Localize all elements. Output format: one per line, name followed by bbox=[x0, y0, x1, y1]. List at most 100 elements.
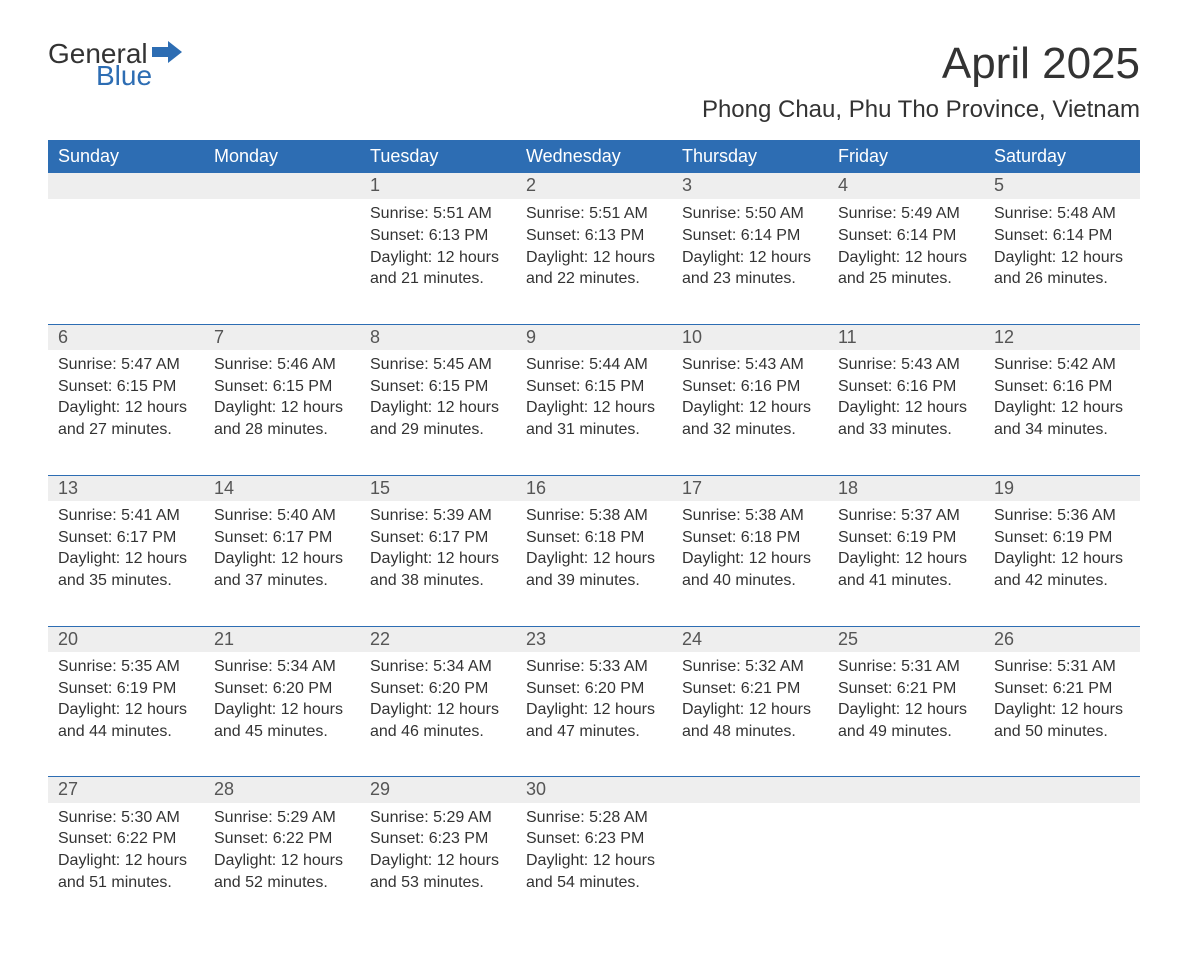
daylight-text: Daylight: 12 hours and 45 minutes. bbox=[214, 699, 350, 742]
day-number-row: 6789101112 bbox=[48, 324, 1140, 350]
sunrise-text: Sunrise: 5:43 AM bbox=[838, 354, 974, 376]
day-cell: Sunrise: 5:33 AMSunset: 6:20 PMDaylight:… bbox=[516, 652, 672, 777]
sunrise-text: Sunrise: 5:34 AM bbox=[214, 656, 350, 678]
sunrise-text: Sunrise: 5:51 AM bbox=[370, 203, 506, 225]
day-number: 15 bbox=[360, 475, 516, 501]
day-cell: Sunrise: 5:31 AMSunset: 6:21 PMDaylight:… bbox=[984, 652, 1140, 777]
weekday-header: Tuesday bbox=[360, 140, 516, 173]
sunset-text: Sunset: 6:15 PM bbox=[526, 376, 662, 398]
day-cell: Sunrise: 5:38 AMSunset: 6:18 PMDaylight:… bbox=[516, 501, 672, 626]
day-cell: Sunrise: 5:43 AMSunset: 6:16 PMDaylight:… bbox=[672, 350, 828, 475]
sunrise-text: Sunrise: 5:31 AM bbox=[838, 656, 974, 678]
day-cell bbox=[48, 199, 204, 324]
sunrise-text: Sunrise: 5:36 AM bbox=[994, 505, 1130, 527]
day-number: 29 bbox=[360, 777, 516, 803]
day-cell: Sunrise: 5:39 AMSunset: 6:17 PMDaylight:… bbox=[360, 501, 516, 626]
day-content-row: Sunrise: 5:41 AMSunset: 6:17 PMDaylight:… bbox=[48, 501, 1140, 626]
daylight-text: Daylight: 12 hours and 48 minutes. bbox=[682, 699, 818, 742]
day-cell: Sunrise: 5:43 AMSunset: 6:16 PMDaylight:… bbox=[828, 350, 984, 475]
sunset-text: Sunset: 6:13 PM bbox=[370, 225, 506, 247]
page-header: General Blue April 2025 Phong Chau, Phu … bbox=[48, 40, 1140, 124]
day-number bbox=[828, 777, 984, 803]
sunset-text: Sunset: 6:22 PM bbox=[214, 828, 350, 850]
daylight-text: Daylight: 12 hours and 49 minutes. bbox=[838, 699, 974, 742]
sunset-text: Sunset: 6:17 PM bbox=[58, 527, 194, 549]
daylight-text: Daylight: 12 hours and 54 minutes. bbox=[526, 850, 662, 893]
sunset-text: Sunset: 6:21 PM bbox=[994, 678, 1130, 700]
day-number: 3 bbox=[672, 173, 828, 199]
day-number: 12 bbox=[984, 324, 1140, 350]
location-text: Phong Chau, Phu Tho Province, Vietnam bbox=[702, 96, 1140, 124]
sunset-text: Sunset: 6:16 PM bbox=[838, 376, 974, 398]
day-cell: Sunrise: 5:44 AMSunset: 6:15 PMDaylight:… bbox=[516, 350, 672, 475]
day-cell: Sunrise: 5:34 AMSunset: 6:20 PMDaylight:… bbox=[360, 652, 516, 777]
sunrise-text: Sunrise: 5:39 AM bbox=[370, 505, 506, 527]
daylight-text: Daylight: 12 hours and 40 minutes. bbox=[682, 548, 818, 591]
day-number: 28 bbox=[204, 777, 360, 803]
day-cell: Sunrise: 5:34 AMSunset: 6:20 PMDaylight:… bbox=[204, 652, 360, 777]
sunset-text: Sunset: 6:18 PM bbox=[682, 527, 818, 549]
day-cell: Sunrise: 5:31 AMSunset: 6:21 PMDaylight:… bbox=[828, 652, 984, 777]
day-number: 17 bbox=[672, 475, 828, 501]
day-number: 6 bbox=[48, 324, 204, 350]
day-number: 19 bbox=[984, 475, 1140, 501]
sunrise-text: Sunrise: 5:31 AM bbox=[994, 656, 1130, 678]
day-cell: Sunrise: 5:28 AMSunset: 6:23 PMDaylight:… bbox=[516, 803, 672, 927]
day-number-row: 27282930 bbox=[48, 777, 1140, 803]
daylight-text: Daylight: 12 hours and 32 minutes. bbox=[682, 397, 818, 440]
sunset-text: Sunset: 6:17 PM bbox=[214, 527, 350, 549]
daylight-text: Daylight: 12 hours and 41 minutes. bbox=[838, 548, 974, 591]
sunset-text: Sunset: 6:20 PM bbox=[526, 678, 662, 700]
day-cell: Sunrise: 5:42 AMSunset: 6:16 PMDaylight:… bbox=[984, 350, 1140, 475]
sunset-text: Sunset: 6:23 PM bbox=[370, 828, 506, 850]
daylight-text: Daylight: 12 hours and 26 minutes. bbox=[994, 247, 1130, 290]
day-cell: Sunrise: 5:45 AMSunset: 6:15 PMDaylight:… bbox=[360, 350, 516, 475]
sunrise-text: Sunrise: 5:29 AM bbox=[214, 807, 350, 829]
sunset-text: Sunset: 6:16 PM bbox=[682, 376, 818, 398]
day-cell: Sunrise: 5:47 AMSunset: 6:15 PMDaylight:… bbox=[48, 350, 204, 475]
day-number: 2 bbox=[516, 173, 672, 199]
day-cell: Sunrise: 5:36 AMSunset: 6:19 PMDaylight:… bbox=[984, 501, 1140, 626]
sunset-text: Sunset: 6:20 PM bbox=[214, 678, 350, 700]
sunrise-text: Sunrise: 5:43 AM bbox=[682, 354, 818, 376]
day-number: 7 bbox=[204, 324, 360, 350]
sunset-text: Sunset: 6:21 PM bbox=[682, 678, 818, 700]
daylight-text: Daylight: 12 hours and 47 minutes. bbox=[526, 699, 662, 742]
sunset-text: Sunset: 6:17 PM bbox=[370, 527, 506, 549]
sunrise-text: Sunrise: 5:48 AM bbox=[994, 203, 1130, 225]
sunset-text: Sunset: 6:16 PM bbox=[994, 376, 1130, 398]
sunset-text: Sunset: 6:23 PM bbox=[526, 828, 662, 850]
day-cell: Sunrise: 5:50 AMSunset: 6:14 PMDaylight:… bbox=[672, 199, 828, 324]
day-number: 10 bbox=[672, 324, 828, 350]
weekday-header: Sunday bbox=[48, 140, 204, 173]
day-number bbox=[984, 777, 1140, 803]
weekday-header: Monday bbox=[204, 140, 360, 173]
day-number: 14 bbox=[204, 475, 360, 501]
weekday-header-row: SundayMondayTuesdayWednesdayThursdayFrid… bbox=[48, 140, 1140, 173]
daylight-text: Daylight: 12 hours and 31 minutes. bbox=[526, 397, 662, 440]
daylight-text: Daylight: 12 hours and 44 minutes. bbox=[58, 699, 194, 742]
sunset-text: Sunset: 6:13 PM bbox=[526, 225, 662, 247]
daylight-text: Daylight: 12 hours and 39 minutes. bbox=[526, 548, 662, 591]
sunrise-text: Sunrise: 5:50 AM bbox=[682, 203, 818, 225]
day-content-row: Sunrise: 5:30 AMSunset: 6:22 PMDaylight:… bbox=[48, 803, 1140, 927]
daylight-text: Daylight: 12 hours and 38 minutes. bbox=[370, 548, 506, 591]
sunrise-text: Sunrise: 5:51 AM bbox=[526, 203, 662, 225]
day-cell: Sunrise: 5:29 AMSunset: 6:23 PMDaylight:… bbox=[360, 803, 516, 927]
day-number: 26 bbox=[984, 626, 1140, 652]
day-number: 1 bbox=[360, 173, 516, 199]
day-content-row: Sunrise: 5:47 AMSunset: 6:15 PMDaylight:… bbox=[48, 350, 1140, 475]
daylight-text: Daylight: 12 hours and 25 minutes. bbox=[838, 247, 974, 290]
sunrise-text: Sunrise: 5:38 AM bbox=[526, 505, 662, 527]
day-cell bbox=[984, 803, 1140, 927]
daylight-text: Daylight: 12 hours and 46 minutes. bbox=[370, 699, 506, 742]
logo-text-blue: Blue bbox=[96, 62, 182, 90]
sunrise-text: Sunrise: 5:47 AM bbox=[58, 354, 194, 376]
sunrise-text: Sunrise: 5:33 AM bbox=[526, 656, 662, 678]
weekday-header: Friday bbox=[828, 140, 984, 173]
calendar-table: SundayMondayTuesdayWednesdayThursdayFrid… bbox=[48, 140, 1140, 927]
day-cell: Sunrise: 5:51 AMSunset: 6:13 PMDaylight:… bbox=[360, 199, 516, 324]
day-cell bbox=[828, 803, 984, 927]
daylight-text: Daylight: 12 hours and 22 minutes. bbox=[526, 247, 662, 290]
sunset-text: Sunset: 6:14 PM bbox=[682, 225, 818, 247]
